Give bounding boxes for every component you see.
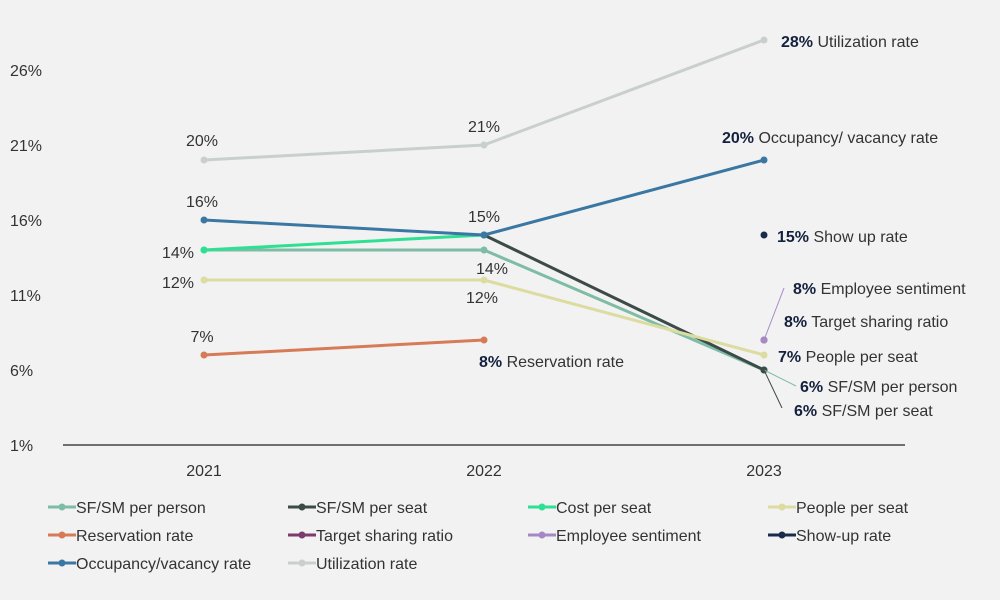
point-people-per-seat [200,276,208,284]
legend-label-show-up-rate[interactable]: Show-up rate [796,528,891,545]
series-line-people-per-seat [483,278,765,357]
series-line-reservation-rate [203,338,485,357]
data-label-show-up-rate: 15% Show up rate [777,229,908,246]
legend-marker-sf-sm-per-person[interactable] [58,503,66,511]
y-tick-label: 11% [10,288,41,305]
point-show-up-rate [760,231,768,239]
data-label-reservation-rate: 8% Reservation rate [479,354,624,371]
data-label-employee-sentiment: 8% Employee sentiment [793,281,966,298]
data-label-utilization-rate: 28% Utilization rate [781,34,919,51]
x-tick-label: 2022 [466,463,502,480]
data-label-target-sharing-ratio: 8% Target sharing ratio [784,314,948,331]
leader-line [763,369,783,409]
point-reservation-rate [200,351,208,359]
point-utilization-rate [200,156,208,164]
data-label-people-per-seat: 12% [466,290,498,307]
legend-marker-utilization-rate[interactable] [298,559,306,567]
legend-marker-occupancy-vacancy-rate[interactable] [58,559,66,567]
legend-marker-cost-per-seat[interactable] [538,503,546,511]
series-line-occupancy-vacancy-rate [203,218,485,237]
point-reservation-rate [480,336,488,344]
data-label-people-per-seat: 12% [162,275,194,292]
y-tick-label: 21% [10,138,42,155]
point-people-per-seat [760,351,768,359]
point-utilization-rate [760,36,768,44]
leader-line [763,287,785,341]
point-occupancy-vacancy-rate [480,231,488,239]
legend-label-utilization-rate[interactable]: Utilization rate [316,556,417,573]
point-occupancy-vacancy-rate [760,156,768,164]
data-label-occupancy-vacancy-rate: 15% [468,209,500,226]
legend-marker-show-up-rate[interactable] [778,531,786,539]
series-line-sf-sm-per-person [483,248,765,372]
data-label-people-per-seat: 7% People per seat [778,349,918,366]
data-label-cost-per-seat: 14% [162,245,194,262]
data-label-reservation-rate: 7% [190,329,213,346]
legend-label-sf-sm-per-seat[interactable]: SF/SM per seat [316,500,428,517]
data-label-sf-sm-per-person: 6% SF/SM per person [800,379,957,396]
point-people-per-seat [480,276,488,284]
legend-marker-employee-sentiment[interactable] [538,531,546,539]
legend-label-occupancy-vacancy-rate[interactable]: Occupancy/vacancy rate [76,556,251,573]
point-occupancy-vacancy-rate [200,216,208,224]
series-line-sf-sm-per-seat [483,233,765,372]
x-tick-label: 2023 [746,463,782,480]
legend-marker-target-sharing-ratio[interactable] [298,531,306,539]
data-label-sf-sm-per-person: 14% [476,261,508,278]
series-line-occupancy-vacancy-rate [483,158,765,237]
leader-line [763,369,797,387]
legend-label-target-sharing-ratio[interactable]: Target sharing ratio [316,528,453,545]
y-tick-label: 1% [10,438,33,455]
legend-marker-people-per-seat[interactable] [778,503,786,511]
legend-label-sf-sm-per-person[interactable]: SF/SM per person [76,500,206,517]
y-tick-label: 6% [10,363,33,380]
legend-label-cost-per-seat[interactable]: Cost per seat [556,500,652,517]
data-label-occupancy-vacancy-rate: 20% Occupancy/ vacancy rate [722,130,938,147]
y-tick-label: 16% [10,213,42,230]
y-tick-label: 26% [10,63,42,80]
data-label-occupancy-vacancy-rate: 16% [186,194,218,211]
legend-label-employee-sentiment[interactable]: Employee sentiment [556,528,702,545]
x-tick-label: 2021 [186,463,222,480]
series-line-utilization-rate [203,143,485,162]
point-utilization-rate [480,141,488,149]
legend-label-people-per-seat[interactable]: People per seat [796,500,909,517]
series-line-utilization-rate [483,38,765,147]
legend-marker-reservation-rate[interactable] [58,531,66,539]
legend-label-reservation-rate[interactable]: Reservation rate [76,528,193,545]
point-sf-sm-per-person [480,246,488,254]
data-label-sf-sm-per-seat: 6% SF/SM per seat [794,403,933,420]
point-cost-per-seat [200,246,208,254]
data-label-utilization-rate: 21% [468,119,500,136]
data-label-utilization-rate: 20% [186,133,218,150]
legend-marker-sf-sm-per-seat[interactable] [298,503,306,511]
series-line-cost-per-seat [203,233,485,252]
